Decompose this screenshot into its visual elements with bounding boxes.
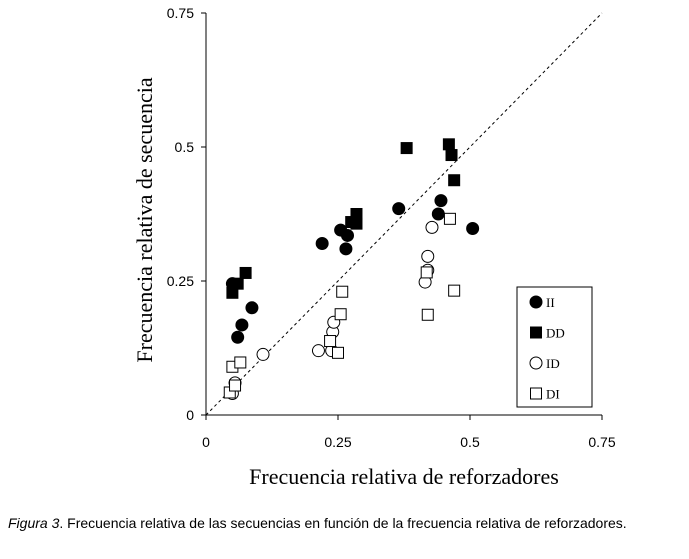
data-point-ii <box>341 228 355 242</box>
data-point-dd <box>400 142 413 155</box>
reference-diagonal-line <box>205 12 603 416</box>
x-tick-label: 0.25 <box>324 434 351 450</box>
legend-marker-id <box>529 356 543 370</box>
legend-marker-dd <box>530 326 542 339</box>
legend-label-id: ID <box>546 356 560 371</box>
legend-label-dd: DD <box>546 326 565 341</box>
y-tick-label: 0 <box>186 407 194 423</box>
legend-label-di: DI <box>546 387 560 402</box>
data-point-di <box>443 212 456 225</box>
data-point-dd <box>239 266 252 279</box>
data-point-dd <box>442 138 455 151</box>
legend: II DD ID DI <box>516 286 593 408</box>
data-point-di <box>448 284 461 297</box>
x-tick-label: 0.75 <box>588 434 615 450</box>
x-axis-title: Frecuencia relativa de reforzadores <box>249 464 559 489</box>
data-point-di <box>334 308 347 321</box>
data-point-dd <box>448 174 461 187</box>
data-point-di <box>234 356 247 369</box>
legend-label-ii: II <box>546 295 555 310</box>
legend-marker-di <box>530 387 542 400</box>
data-point-dd <box>445 149 458 162</box>
data-point-ii <box>466 221 480 235</box>
data-point-ii <box>339 242 353 256</box>
data-point-di <box>229 379 242 392</box>
data-point-ii <box>434 194 448 208</box>
data-point-id <box>256 347 270 361</box>
data-point-ii <box>431 207 445 221</box>
figure-caption: Figura 3. Frecuencia relativa de las sec… <box>8 514 684 532</box>
y-axis-title: Frecuencia relativa de secuencia <box>132 77 157 362</box>
axis-ticks: 0 0.25 0.5 0.75 0 0.25 0.5 0.75 <box>167 5 616 450</box>
data-point-di <box>421 308 434 321</box>
y-tick-label: 0.25 <box>167 273 194 289</box>
data-point-ii <box>315 236 329 250</box>
scatter-chart: 0 0.25 0.5 0.75 0 0.25 0.5 0.75 II DD ID DI Frecue… <box>132 5 616 489</box>
data-point-id <box>311 344 325 358</box>
data-point-di <box>332 346 344 359</box>
data-point-di <box>336 285 349 298</box>
x-tick-label: 0 <box>202 434 210 450</box>
data-point-dd <box>350 217 363 230</box>
plot-area <box>205 12 603 416</box>
data-point-id <box>421 249 435 263</box>
legend-marker-ii <box>529 295 543 309</box>
data-point-ii <box>235 318 249 332</box>
data-point-id <box>425 220 439 234</box>
x-tick-label: 0.5 <box>460 434 480 450</box>
data-point-ii <box>231 330 245 344</box>
caption-text: . Frecuencia relativa de las secuencias … <box>59 515 627 531</box>
data-point-ii <box>392 202 406 216</box>
y-tick-label: 0.75 <box>167 5 194 21</box>
data-point-di <box>420 266 433 279</box>
y-tick-label: 0.5 <box>175 139 195 155</box>
data-points <box>223 138 480 401</box>
data-point-ii <box>245 301 259 315</box>
figure-label: Figura 3 <box>8 515 60 531</box>
data-point-dd <box>231 277 244 290</box>
data-point-di <box>324 335 337 348</box>
legend-box <box>516 286 593 408</box>
